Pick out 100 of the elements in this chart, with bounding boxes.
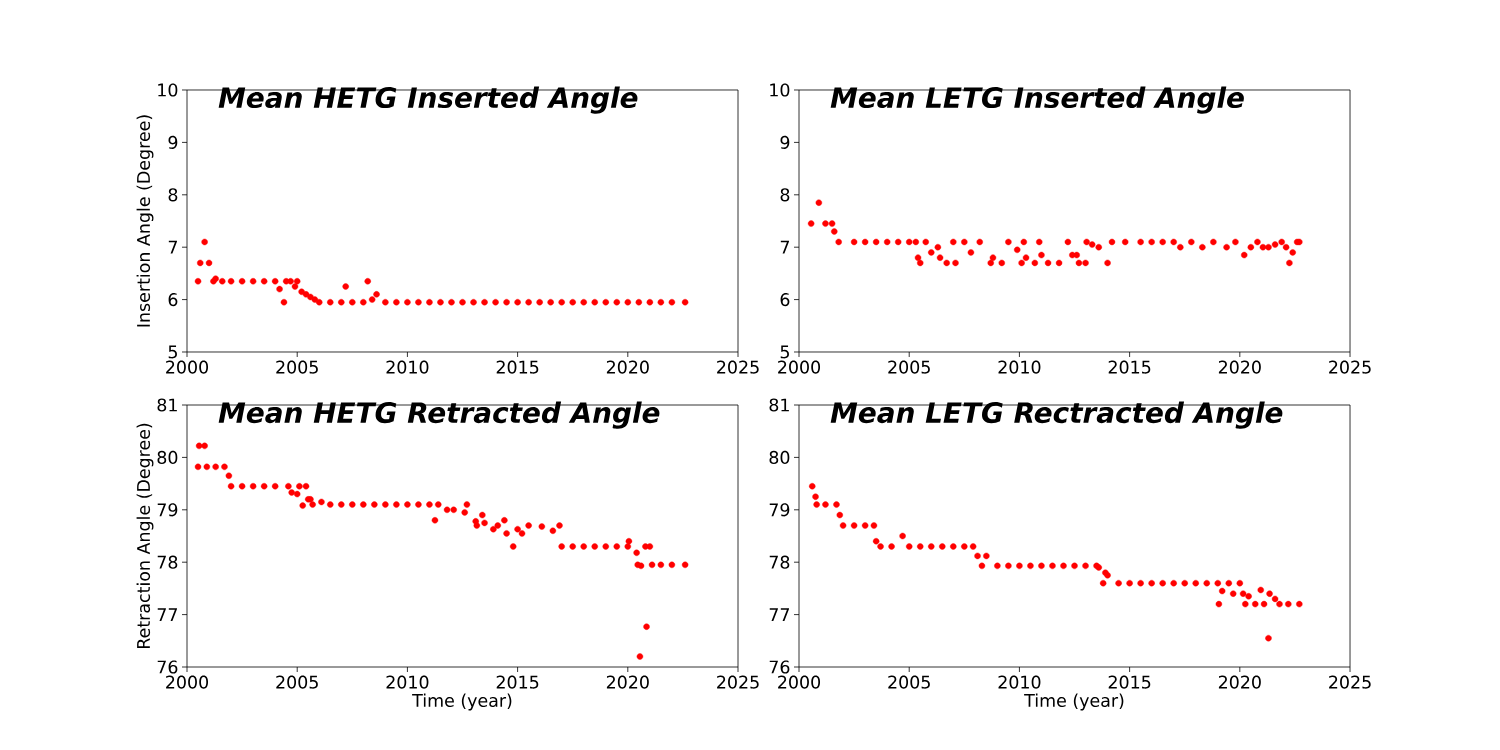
point — [415, 299, 422, 306]
x-tick-label: 2005 — [888, 360, 930, 374]
point — [327, 299, 334, 306]
point — [271, 278, 279, 285]
y-tick-label: 77 — [157, 608, 177, 621]
chart-title: Mean LETG Rectracted Angle — [830, 401, 1283, 429]
y-axis-title: Insertion Angle (Degree) — [136, 115, 154, 327]
x-tick-label: 2010 — [998, 360, 1041, 374]
point — [342, 283, 349, 290]
point — [373, 291, 380, 298]
y-tick-label: 81 — [157, 398, 177, 412]
x-tick-label: 2000 — [166, 675, 209, 689]
point — [404, 299, 411, 306]
point — [668, 299, 676, 306]
point — [307, 293, 314, 301]
point — [448, 299, 455, 306]
x-tick-label: 2000 — [778, 675, 821, 689]
point — [525, 299, 532, 306]
point — [382, 299, 389, 306]
x-tick-label: 2005 — [276, 675, 318, 689]
y-tick-label: 5 — [168, 345, 177, 359]
y-tick-label: 80 — [157, 450, 178, 464]
point — [368, 296, 376, 303]
y-tick-label: 76 — [769, 660, 790, 674]
point — [197, 259, 204, 267]
point — [205, 259, 213, 267]
point — [227, 278, 235, 285]
point — [249, 278, 257, 285]
point — [503, 299, 510, 306]
point — [558, 299, 565, 306]
x-tick-label: 2010 — [386, 360, 429, 374]
y-tick-label: 78 — [157, 555, 178, 569]
x-tick-label: 2005 — [276, 360, 318, 374]
point — [624, 299, 632, 306]
point — [492, 299, 499, 306]
y-tick-label: 6 — [168, 293, 178, 307]
y-tick-label: 77 — [769, 608, 789, 621]
point — [364, 278, 371, 285]
y-tick-label: 80 — [769, 450, 790, 464]
chart-title: Mean HETG Inserted Angle — [218, 86, 638, 114]
point — [681, 299, 689, 306]
y-tick-label: 10 — [770, 83, 790, 97]
x-tick-label: 2000 — [166, 360, 209, 374]
point — [569, 299, 576, 306]
y-tick-label: 9 — [780, 135, 790, 149]
y-tick-label: 79 — [769, 503, 790, 517]
point — [349, 299, 356, 306]
point — [338, 299, 345, 306]
point — [646, 299, 654, 306]
chart-title: Mean LETG Inserted Angle — [830, 86, 1244, 114]
y-tick-label: 79 — [157, 503, 178, 517]
point — [470, 299, 477, 306]
point — [276, 285, 283, 293]
x-tick-label: 2015 — [1108, 360, 1151, 374]
point — [602, 299, 609, 306]
x-tick-label: 2025 — [717, 675, 759, 689]
y-tick-label: 8 — [168, 188, 178, 202]
point — [591, 299, 598, 306]
point — [481, 299, 488, 306]
y-tick-label: 6 — [780, 293, 790, 307]
point — [294, 278, 301, 285]
x-axis-title: Time (year) — [412, 693, 512, 711]
point — [291, 283, 299, 290]
point — [360, 299, 367, 306]
point — [580, 299, 587, 306]
x-tick-label: 2010 — [386, 675, 429, 689]
x-tick-label: 2005 — [888, 675, 930, 689]
point — [459, 299, 466, 306]
y-tick-label: 7 — [780, 240, 790, 254]
chart-title: Mean HETG Retracted Angle — [218, 401, 660, 429]
point — [437, 299, 444, 306]
x-tick-label: 2000 — [778, 360, 821, 374]
x-tick-label: 2010 — [998, 675, 1041, 689]
point — [536, 299, 543, 306]
x-tick-label: 2020 — [606, 675, 649, 689]
point — [547, 299, 554, 306]
y-tick-label: 78 — [769, 555, 790, 569]
point — [219, 278, 226, 285]
point — [426, 299, 433, 306]
point — [260, 278, 268, 285]
point — [201, 238, 208, 246]
y-tick-label: 9 — [168, 135, 178, 149]
x-tick-label: 2025 — [1329, 360, 1371, 374]
point — [514, 299, 521, 306]
x-tick-label: 2020 — [606, 360, 649, 374]
y-axis-title: Retraction Angle (Degree) — [136, 423, 154, 649]
x-tick-label: 2020 — [1218, 360, 1261, 374]
point — [238, 278, 246, 285]
x-tick-label: 2025 — [1329, 675, 1371, 689]
point — [613, 299, 620, 306]
y-tick-label: 81 — [769, 398, 789, 412]
point — [280, 299, 288, 306]
point — [316, 299, 323, 306]
x-tick-label: 2020 — [1218, 675, 1261, 689]
x-tick-label: 2015 — [1108, 675, 1151, 689]
y-tick-label: 10 — [158, 83, 178, 97]
y-tick-label: 8 — [780, 188, 790, 202]
point — [194, 278, 202, 285]
x-tick-label: 2015 — [496, 675, 539, 689]
point — [657, 299, 665, 306]
